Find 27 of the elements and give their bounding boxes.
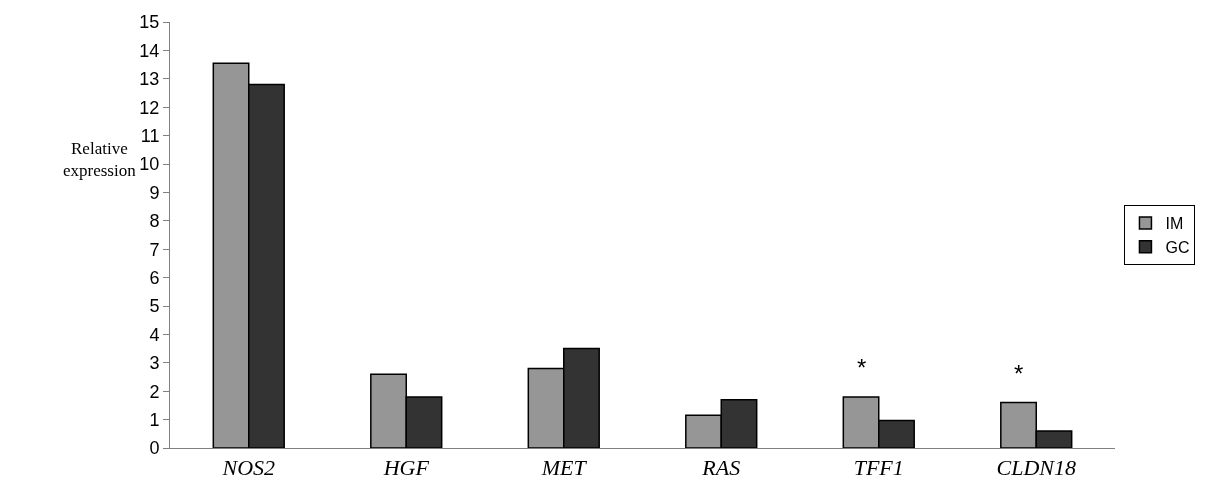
y-tick-label: 0 — [149, 438, 160, 459]
y-tick-label: 13 — [139, 69, 160, 90]
y-axis-title: Relative expression — [63, 139, 137, 181]
y-tick-label: 14 — [139, 40, 160, 61]
annotation: * — [857, 354, 867, 381]
x-tick-label: NOS2 — [221, 455, 276, 481]
y-tick-label: 12 — [139, 97, 160, 118]
y-tick-label: 10 — [139, 154, 160, 175]
y-tick-label: 7 — [149, 239, 160, 260]
y-tick-label: 2 — [149, 381, 160, 402]
x-tick-label: HGF — [382, 455, 430, 481]
y-tick-label: 8 — [149, 211, 160, 232]
x-tick-label: RAS — [701, 455, 741, 481]
legend-label: IM — [1165, 215, 1184, 233]
y-tick-label: 6 — [149, 267, 160, 288]
x-tick-label: MET — [540, 455, 588, 481]
y-tick-label: 9 — [149, 182, 160, 203]
y-tick-label: 15 — [139, 12, 160, 33]
y-tick-label: 3 — [149, 353, 160, 374]
x-tick-label: CLDN18 — [996, 455, 1076, 481]
y-tick-label: 11 — [140, 125, 160, 146]
y-tick-label: 4 — [149, 324, 160, 345]
annotation: * — [1014, 360, 1024, 387]
y-tick-label: 1 — [149, 409, 160, 430]
x-tick-label: TFF1 — [853, 455, 904, 481]
y-tick-label: 5 — [149, 296, 160, 317]
legend-label: GC — [1165, 238, 1190, 256]
